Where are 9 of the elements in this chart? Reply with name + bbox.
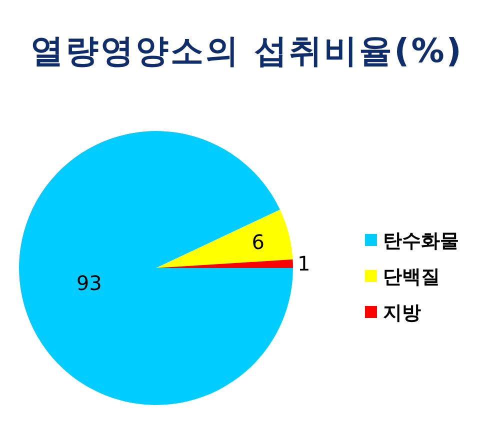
legend-label: 단백질 (383, 266, 440, 288)
data-label: 1 (298, 251, 310, 276)
legend-label: 탄수화물 (383, 230, 459, 252)
chart-title: 열량영양소의 섭취비율(%) (30, 31, 464, 70)
data-label: 93 (76, 270, 102, 295)
data-label: 6 (252, 230, 265, 254)
legend-label: 지방 (383, 302, 421, 324)
pie-slice (156, 210, 293, 268)
pie-slice (19, 131, 293, 405)
